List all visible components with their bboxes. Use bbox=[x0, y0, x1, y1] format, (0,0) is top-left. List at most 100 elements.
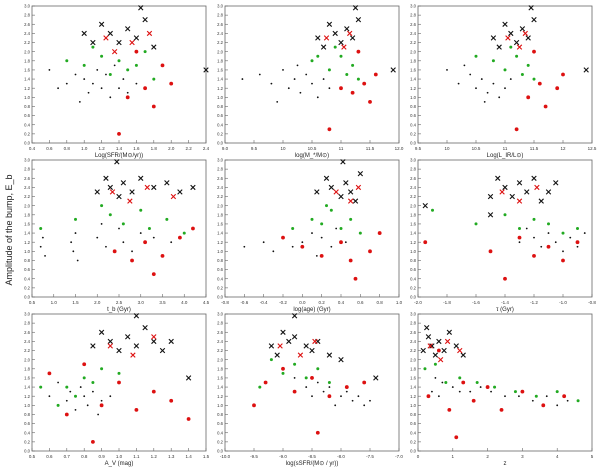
black-dot-point bbox=[270, 82, 273, 85]
cross-stroke bbox=[94, 189, 100, 195]
black-cross-point bbox=[120, 180, 127, 186]
y-tick-label: 1.2 bbox=[410, 240, 416, 245]
cross-stroke bbox=[496, 44, 502, 50]
y-tick-label: 2.8 bbox=[217, 321, 223, 326]
black-dot-point bbox=[469, 390, 472, 393]
y-tick-label: 1.0 bbox=[410, 95, 416, 100]
red-cross-point bbox=[534, 184, 540, 191]
black-dot-point bbox=[92, 390, 94, 393]
black-dot-point bbox=[48, 69, 51, 71]
red-dot-point bbox=[353, 276, 358, 281]
green-dot-point bbox=[320, 222, 324, 226]
y-tick-label: 3.0 bbox=[24, 312, 30, 317]
black-dot-point bbox=[351, 399, 354, 402]
x-tick-label: 0.8 bbox=[377, 300, 384, 305]
y-tick-label: 0.8 bbox=[217, 412, 223, 417]
y-tick-label: 1.2 bbox=[24, 394, 30, 399]
x-tick-label: 3.5 bbox=[159, 300, 166, 305]
black-cross-point bbox=[357, 171, 364, 177]
black-dot-point bbox=[105, 73, 107, 76]
green-dot-point bbox=[444, 381, 448, 384]
x-tick-label: 1.5 bbox=[203, 454, 210, 459]
green-dot-point bbox=[291, 227, 295, 230]
green-dot-point bbox=[74, 394, 77, 398]
y-tick-label: 1.2 bbox=[24, 240, 30, 245]
x-tick-label: 0.8 bbox=[64, 146, 71, 151]
x-axis-label: Log(SFR/(M⊙/yr)) bbox=[95, 153, 143, 159]
cross-stroke bbox=[130, 352, 136, 358]
red-cross-point bbox=[146, 30, 153, 37]
black-dot-point bbox=[305, 73, 308, 76]
cross-stroke bbox=[116, 193, 122, 200]
black-dot-point bbox=[328, 87, 331, 90]
cross-stroke bbox=[116, 39, 122, 46]
red-dot-point bbox=[117, 131, 121, 136]
red-dot-point bbox=[117, 380, 121, 385]
red-dot-point bbox=[99, 403, 104, 408]
cross-stroke bbox=[522, 30, 528, 37]
cross-stroke bbox=[103, 35, 109, 41]
cross-stroke bbox=[446, 329, 453, 335]
y-tick-label: 1.2 bbox=[24, 86, 30, 91]
x-tick-label: -1.4 bbox=[501, 300, 509, 305]
green-dot-point bbox=[134, 63, 138, 67]
y-tick-label: 1.6 bbox=[24, 222, 30, 227]
red-cross-point bbox=[333, 189, 339, 195]
y-tick-label: 3.0 bbox=[217, 312, 223, 317]
x-tick-label: -9.0 bbox=[279, 454, 287, 459]
black-cross-point bbox=[142, 325, 148, 331]
x-tick-label: -8.0 bbox=[337, 454, 345, 459]
red-dot-point bbox=[356, 49, 361, 54]
black-cross-point bbox=[349, 35, 356, 41]
y-tick-label: 0.4 bbox=[24, 430, 30, 435]
black-dot-point bbox=[282, 69, 284, 71]
shared-y-axis-label: Amplitude of the bump, E_b bbox=[2, 150, 16, 310]
x-tick-label: 0.8 bbox=[81, 454, 88, 459]
green-dot-point bbox=[304, 376, 308, 380]
cross-stroke bbox=[323, 35, 330, 41]
cross-stroke bbox=[487, 193, 494, 200]
y-tick-label: 0.8 bbox=[410, 258, 416, 263]
cross-stroke bbox=[81, 30, 87, 37]
x-tick-label: -10.0 bbox=[220, 454, 231, 459]
y-tick-label: 0.0 bbox=[217, 449, 223, 454]
green-dot-point bbox=[345, 73, 349, 76]
red-cross-point bbox=[323, 35, 330, 41]
cross-stroke bbox=[297, 352, 304, 358]
x-tick-label: 9.0 bbox=[222, 146, 229, 151]
green-dot-point bbox=[576, 399, 580, 403]
green-dot-point bbox=[100, 54, 104, 58]
green-dot-point bbox=[39, 385, 43, 389]
black-dot-point bbox=[241, 78, 244, 80]
black-cross-point bbox=[487, 193, 494, 200]
cross-stroke bbox=[320, 44, 327, 50]
black-dot-point bbox=[479, 386, 482, 388]
black-dot-point bbox=[540, 245, 543, 248]
black-cross-point bbox=[502, 21, 508, 27]
black-dot-point bbox=[556, 404, 559, 407]
y-tick-label: 1.6 bbox=[217, 376, 223, 381]
cross-stroke bbox=[519, 26, 526, 32]
red-cross-point bbox=[457, 347, 463, 354]
black-dot-point bbox=[122, 241, 125, 244]
green-dot-point bbox=[100, 204, 104, 208]
cross-stroke bbox=[116, 347, 122, 354]
black-dot-point bbox=[486, 91, 489, 94]
shared-y-axis-label-text: Amplitude of the bump, E_b bbox=[4, 174, 14, 286]
cross-stroke bbox=[125, 334, 131, 340]
red-dot-point bbox=[300, 244, 305, 249]
black-dot-point bbox=[70, 241, 73, 244]
black-dot-point bbox=[531, 399, 534, 402]
y-tick-label: 0.6 bbox=[24, 421, 30, 426]
black-dot-point bbox=[322, 390, 325, 393]
cross-stroke bbox=[338, 39, 344, 46]
black-cross-point bbox=[114, 159, 120, 165]
x-tick-label: 0 bbox=[417, 454, 420, 459]
red-dot-point bbox=[125, 95, 130, 100]
y-tick-label: 2.6 bbox=[217, 330, 223, 335]
x-tick-label: 2 bbox=[486, 454, 489, 459]
y-tick-label: 0.4 bbox=[217, 276, 223, 281]
cross-stroke bbox=[516, 180, 523, 186]
y-tick-label: 2.8 bbox=[24, 13, 30, 18]
